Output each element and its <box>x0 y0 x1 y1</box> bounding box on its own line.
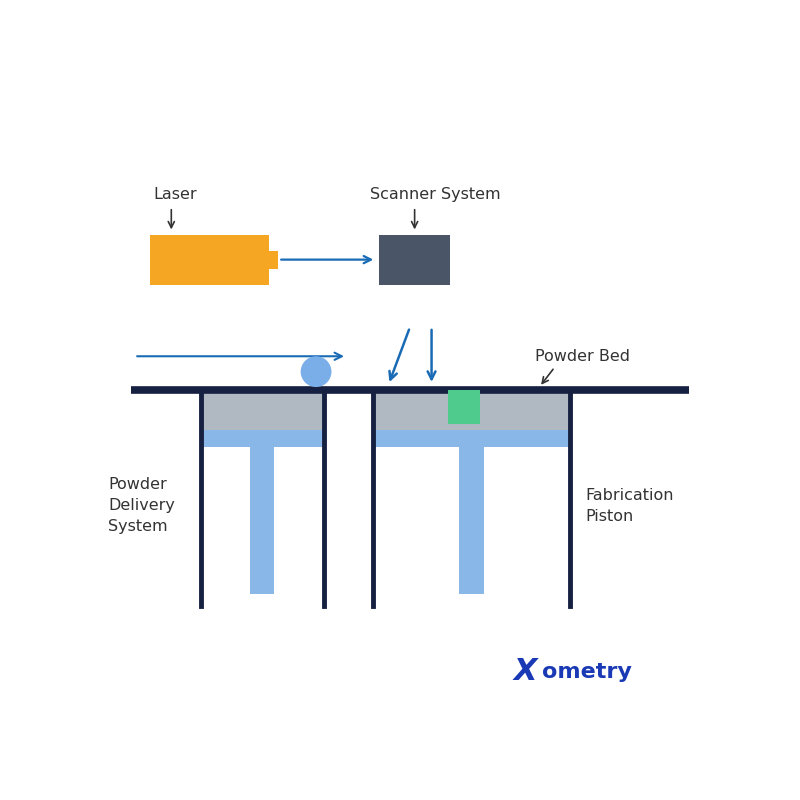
Text: Powder
Delivery
System: Powder Delivery System <box>108 477 175 534</box>
Bar <box>459 447 484 594</box>
Bar <box>448 390 480 424</box>
Bar <box>269 250 278 269</box>
Text: ometry: ometry <box>542 662 632 682</box>
Text: X: X <box>514 658 538 686</box>
Bar <box>201 390 324 430</box>
Text: Scanner System: Scanner System <box>370 187 501 202</box>
Bar <box>150 234 269 285</box>
Bar <box>250 447 274 594</box>
Text: Fabrication
Piston: Fabrication Piston <box>586 488 674 524</box>
Bar <box>373 430 570 447</box>
Bar <box>379 234 450 285</box>
Text: Powder Bed: Powder Bed <box>534 349 630 364</box>
Circle shape <box>301 356 331 387</box>
Bar <box>373 390 570 430</box>
Bar <box>201 430 324 447</box>
Text: Laser: Laser <box>154 187 198 202</box>
